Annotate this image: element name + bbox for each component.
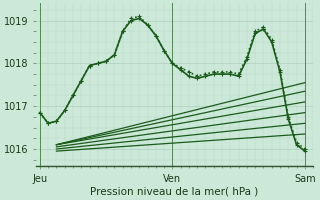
- X-axis label: Pression niveau de la mer( hPa ): Pression niveau de la mer( hPa ): [90, 187, 259, 197]
